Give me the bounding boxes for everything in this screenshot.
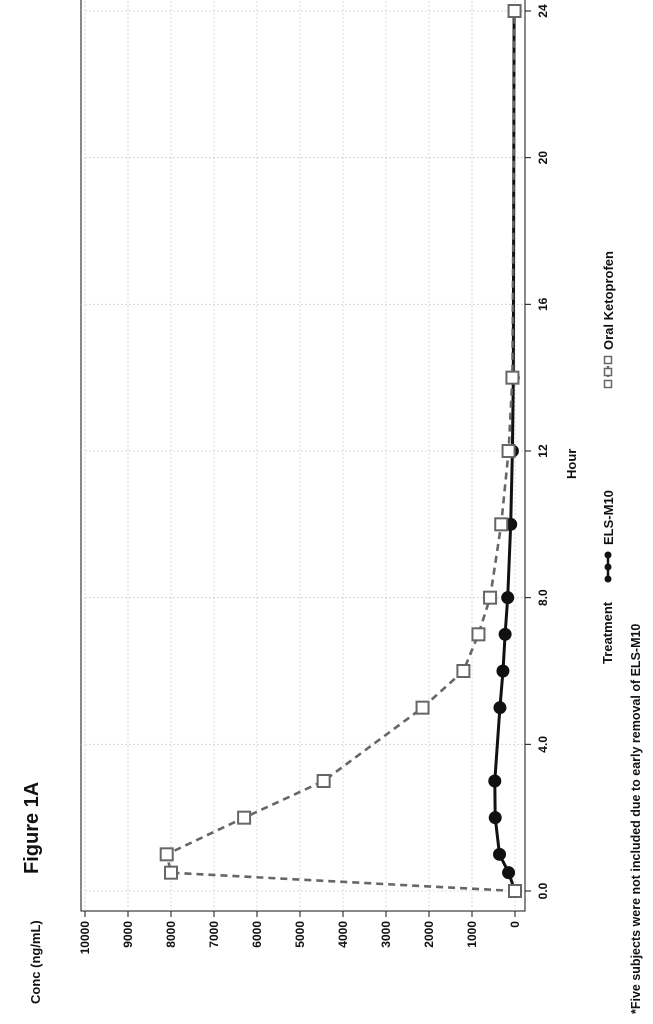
y-axis-label: Conc (ng/mL) — [28, 920, 43, 1004]
data-point — [417, 702, 429, 714]
legend-marker — [605, 369, 612, 376]
y-tick-label: 4000 — [336, 921, 350, 948]
data-point — [165, 867, 177, 879]
x-tick-label: 24 — [536, 4, 550, 18]
legend-label: ELS-M10 — [601, 490, 616, 545]
rotated-plot-group: Figure 1A *Five subjects were not includ… — [21, 0, 643, 1014]
x-tick-label: 12 — [536, 444, 550, 458]
data-point — [506, 372, 518, 384]
data-point — [318, 775, 330, 787]
x-tick-label: 16 — [536, 297, 550, 311]
legend-marker — [605, 381, 612, 388]
y-tick-label: 3000 — [379, 921, 393, 948]
y-tick-label: 1000 — [465, 921, 479, 948]
data-point — [503, 445, 515, 457]
data-point — [503, 867, 515, 879]
data-point — [494, 702, 506, 714]
legend: ELS-M10 Oral Ketoprofen — [601, 251, 616, 583]
y-tick-label: 10000 — [78, 921, 92, 955]
y-tick-label: 7000 — [207, 921, 221, 948]
data-point — [489, 775, 501, 787]
data-point — [238, 812, 250, 824]
x-tick-label: 20 — [536, 151, 550, 165]
data-point — [499, 628, 511, 640]
legend-marker — [605, 564, 612, 571]
figure-label: Figure 1A — [21, 782, 43, 874]
data-point — [502, 592, 514, 604]
y-tick-label: 2000 — [422, 921, 436, 948]
y-tick-label: 9000 — [121, 921, 135, 948]
legend-marker — [605, 357, 612, 364]
y-tick-label: 0 — [508, 921, 522, 928]
data-point — [472, 628, 484, 640]
data-point — [161, 848, 173, 860]
x-axis-label: Hour — [564, 449, 579, 479]
x-tick-label: 0.0 — [536, 882, 550, 899]
data-point — [489, 812, 501, 824]
legend-title: Treatment — [600, 601, 615, 664]
footnote: *Five subjects were not included due to … — [629, 624, 643, 1014]
data-point — [495, 518, 507, 530]
x-tick-label: 4.0 — [536, 736, 550, 753]
data-point — [509, 5, 521, 17]
y-tick-label: 5000 — [293, 921, 307, 948]
y-tick-label: 8000 — [164, 921, 178, 948]
legend-marker — [605, 552, 612, 559]
data-point — [497, 665, 509, 677]
data-point — [457, 665, 469, 677]
x-tick-label: 8.0 — [536, 589, 550, 606]
data-point — [494, 848, 506, 860]
data-point — [509, 885, 521, 897]
legend-marker — [605, 576, 612, 583]
legend-label: Oral Ketoprofen — [601, 251, 616, 350]
y-tick-label: 6000 — [250, 921, 264, 948]
data-point — [484, 592, 496, 604]
plot-panel — [81, 0, 525, 911]
